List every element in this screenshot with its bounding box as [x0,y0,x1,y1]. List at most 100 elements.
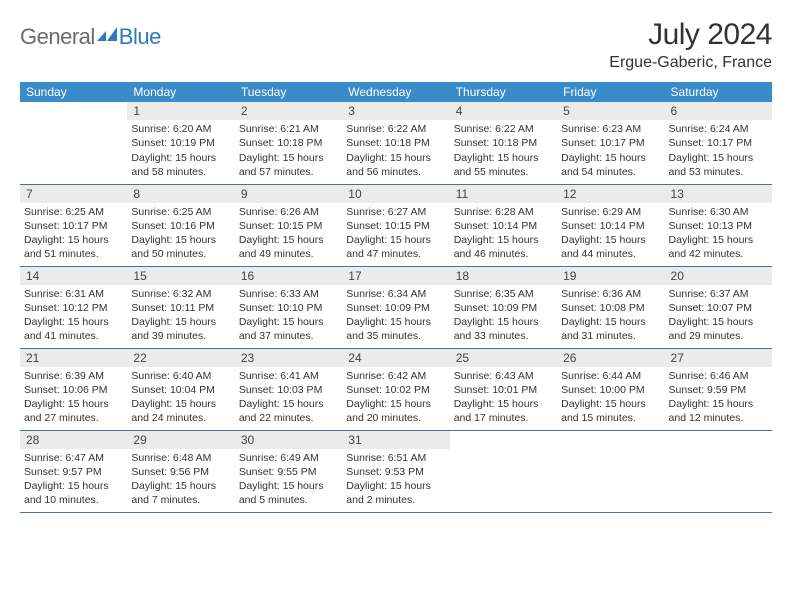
calendar-day-cell: 25Sunrise: 6:43 AMSunset: 10:01 PMDaylig… [450,348,557,430]
day-content: Sunrise: 6:47 AMSunset: 9:57 PMDaylight:… [20,449,127,512]
calendar-day-cell: 16Sunrise: 6:33 AMSunset: 10:10 PMDaylig… [235,266,342,348]
sunrise-line: Sunrise: 6:42 AM [346,369,445,383]
daylight-line: Daylight: 15 hours and 47 minutes. [346,233,445,261]
calendar-table: SundayMondayTuesdayWednesdayThursdayFrid… [20,82,772,513]
day-content: Sunrise: 6:30 AMSunset: 10:13 PMDaylight… [665,203,772,266]
calendar-day-cell: 8Sunrise: 6:25 AMSunset: 10:16 PMDayligh… [127,184,234,266]
sunset-line: Sunset: 10:16 PM [131,219,230,233]
calendar-day-cell: 15Sunrise: 6:32 AMSunset: 10:11 PMDaylig… [127,266,234,348]
day-content: Sunrise: 6:51 AMSunset: 9:53 PMDaylight:… [342,449,449,512]
day-number: 21 [20,349,127,367]
calendar-day-cell: 18Sunrise: 6:35 AMSunset: 10:09 PMDaylig… [450,266,557,348]
logo-word-2: Blue [119,24,161,50]
sunset-line: Sunset: 10:03 PM [239,383,338,397]
daylight-line: Daylight: 15 hours and 39 minutes. [131,315,230,343]
day-content: Sunrise: 6:48 AMSunset: 9:56 PMDaylight:… [127,449,234,512]
sunrise-line: Sunrise: 6:43 AM [454,369,553,383]
daylight-line: Daylight: 15 hours and 22 minutes. [239,397,338,425]
logo: General Blue [20,24,161,50]
day-content: Sunrise: 6:49 AMSunset: 9:55 PMDaylight:… [235,449,342,512]
day-content: Sunrise: 6:33 AMSunset: 10:10 PMDaylight… [235,285,342,348]
sunset-line: Sunset: 10:10 PM [239,301,338,315]
calendar-day-cell: 24Sunrise: 6:42 AMSunset: 10:02 PMDaylig… [342,348,449,430]
sunset-line: Sunset: 10:12 PM [24,301,123,315]
day-number: 10 [342,185,449,203]
weekday-header: Tuesday [235,82,342,102]
calendar-week-row: 7Sunrise: 6:25 AMSunset: 10:17 PMDayligh… [20,184,772,266]
calendar-body: .1Sunrise: 6:20 AMSunset: 10:19 PMDaylig… [20,102,772,512]
weekday-header: Friday [557,82,664,102]
sunrise-line: Sunrise: 6:23 AM [561,122,660,136]
daylight-line: Daylight: 15 hours and 27 minutes. [24,397,123,425]
daylight-line: Daylight: 15 hours and 53 minutes. [669,151,768,179]
calendar-day-cell: 4Sunrise: 6:22 AMSunset: 10:18 PMDayligh… [450,102,557,184]
daylight-line: Daylight: 15 hours and 35 minutes. [346,315,445,343]
calendar-day-cell: 6Sunrise: 6:24 AMSunset: 10:17 PMDayligh… [665,102,772,184]
calendar-day-cell: 1Sunrise: 6:20 AMSunset: 10:19 PMDayligh… [127,102,234,184]
weekday-header: Monday [127,82,234,102]
calendar-day-cell: 30Sunrise: 6:49 AMSunset: 9:55 PMDayligh… [235,430,342,512]
sunset-line: Sunset: 10:15 PM [346,219,445,233]
sunset-line: Sunset: 10:19 PM [131,136,230,150]
calendar-day-cell: 28Sunrise: 6:47 AMSunset: 9:57 PMDayligh… [20,430,127,512]
daylight-line: Daylight: 15 hours and 49 minutes. [239,233,338,261]
daylight-line: Daylight: 15 hours and 51 minutes. [24,233,123,261]
sunset-line: Sunset: 10:04 PM [131,383,230,397]
day-content: Sunrise: 6:26 AMSunset: 10:15 PMDaylight… [235,203,342,266]
calendar-day-cell: 12Sunrise: 6:29 AMSunset: 10:14 PMDaylig… [557,184,664,266]
calendar-day-cell: 19Sunrise: 6:36 AMSunset: 10:08 PMDaylig… [557,266,664,348]
calendar-day-cell: 10Sunrise: 6:27 AMSunset: 10:15 PMDaylig… [342,184,449,266]
sunrise-line: Sunrise: 6:32 AM [131,287,230,301]
daylight-line: Daylight: 15 hours and 56 minutes. [346,151,445,179]
sunrise-line: Sunrise: 6:37 AM [669,287,768,301]
daylight-line: Daylight: 15 hours and 10 minutes. [24,479,123,507]
day-number: 27 [665,349,772,367]
day-number: 2 [235,102,342,120]
calendar-week-row: 28Sunrise: 6:47 AMSunset: 9:57 PMDayligh… [20,430,772,512]
day-content: Sunrise: 6:41 AMSunset: 10:03 PMDaylight… [235,367,342,430]
daylight-line: Daylight: 15 hours and 46 minutes. [454,233,553,261]
flag-icon [97,27,117,48]
sunrise-line: Sunrise: 6:22 AM [346,122,445,136]
sunset-line: Sunset: 10:17 PM [561,136,660,150]
sunrise-line: Sunrise: 6:46 AM [669,369,768,383]
day-content: Sunrise: 6:34 AMSunset: 10:09 PMDaylight… [342,285,449,348]
sunset-line: Sunset: 10:09 PM [454,301,553,315]
sunrise-line: Sunrise: 6:25 AM [24,205,123,219]
sunrise-line: Sunrise: 6:41 AM [239,369,338,383]
daylight-line: Daylight: 15 hours and 5 minutes. [239,479,338,507]
day-number: 20 [665,267,772,285]
sunrise-line: Sunrise: 6:30 AM [669,205,768,219]
day-content: Sunrise: 6:44 AMSunset: 10:00 PMDaylight… [557,367,664,430]
sunset-line: Sunset: 9:55 PM [239,465,338,479]
day-content: Sunrise: 6:27 AMSunset: 10:15 PMDaylight… [342,203,449,266]
day-number: 31 [342,431,449,449]
day-content: Sunrise: 6:25 AMSunset: 10:17 PMDaylight… [20,203,127,266]
day-content: Sunrise: 6:32 AMSunset: 10:11 PMDaylight… [127,285,234,348]
daylight-line: Daylight: 15 hours and 33 minutes. [454,315,553,343]
daylight-line: Daylight: 15 hours and 50 minutes. [131,233,230,261]
day-number: 16 [235,267,342,285]
day-content: Sunrise: 6:28 AMSunset: 10:14 PMDaylight… [450,203,557,266]
calendar-day-cell: 13Sunrise: 6:30 AMSunset: 10:13 PMDaylig… [665,184,772,266]
day-number: 15 [127,267,234,285]
daylight-line: Daylight: 15 hours and 15 minutes. [561,397,660,425]
day-content: Sunrise: 6:22 AMSunset: 10:18 PMDaylight… [450,120,557,183]
sunrise-line: Sunrise: 6:39 AM [24,369,123,383]
weekday-header: Wednesday [342,82,449,102]
daylight-line: Daylight: 15 hours and 55 minutes. [454,151,553,179]
day-number: 11 [450,185,557,203]
calendar-day-cell: 9Sunrise: 6:26 AMSunset: 10:15 PMDayligh… [235,184,342,266]
day-number: 29 [127,431,234,449]
day-content: Sunrise: 6:46 AMSunset: 9:59 PMDaylight:… [665,367,772,430]
sunset-line: Sunset: 10:07 PM [669,301,768,315]
day-number: 12 [557,185,664,203]
day-number: 22 [127,349,234,367]
sunrise-line: Sunrise: 6:20 AM [131,122,230,136]
day-content: Sunrise: 6:20 AMSunset: 10:19 PMDaylight… [127,120,234,183]
weekday-header: Sunday [20,82,127,102]
day-number: 14 [20,267,127,285]
day-content: Sunrise: 6:43 AMSunset: 10:01 PMDaylight… [450,367,557,430]
sunrise-line: Sunrise: 6:35 AM [454,287,553,301]
daylight-line: Daylight: 15 hours and 29 minutes. [669,315,768,343]
